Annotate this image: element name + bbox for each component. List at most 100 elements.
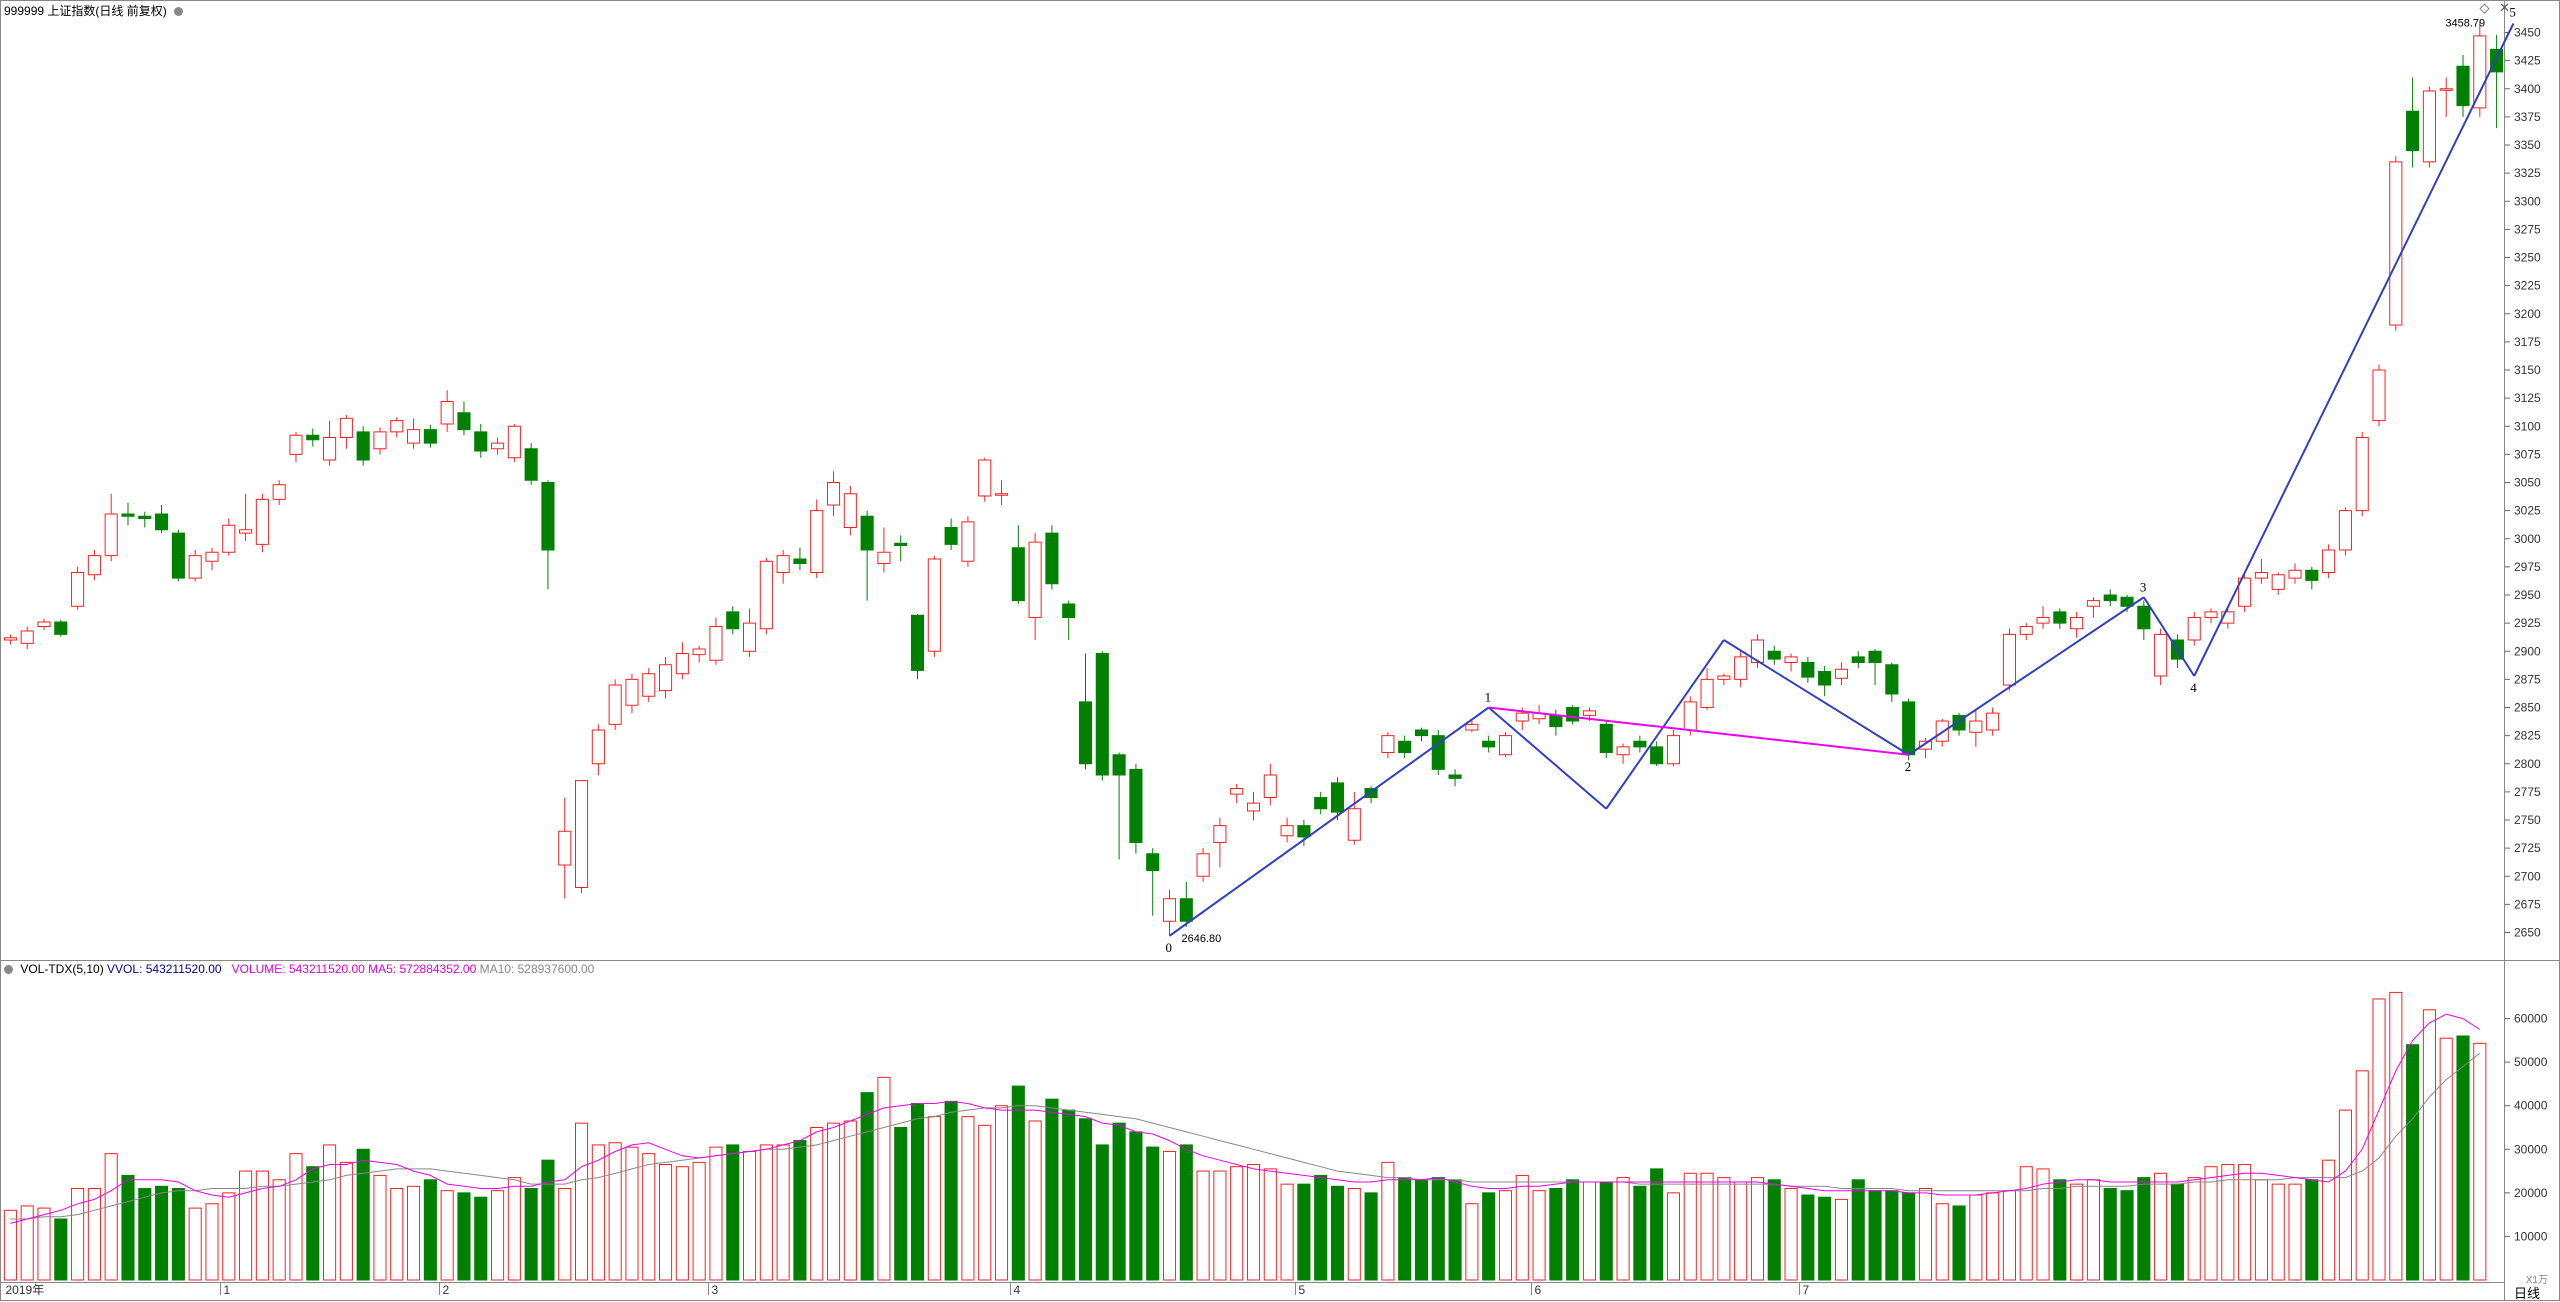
- volume-bar: [155, 1185, 169, 1281]
- close-icon[interactable]: ✕: [2499, 0, 2510, 15]
- volume-bar: [474, 1196, 488, 1281]
- candle-body: [1078, 701, 1093, 765]
- candle-body: [1784, 656, 1798, 663]
- volume-bar: [1986, 1192, 2000, 1281]
- price-tick-label: 3100: [2514, 419, 2541, 433]
- volume-bar: [742, 1150, 757, 1281]
- candle-body: [759, 560, 773, 630]
- candle-body: [2288, 569, 2302, 579]
- candle-body: [474, 431, 488, 452]
- candle-body: [1045, 532, 1059, 585]
- volume-bar: [2372, 998, 2386, 1281]
- candle-body: [826, 482, 841, 506]
- volume-bar: [1297, 1183, 1311, 1281]
- volume-bar: [1498, 1190, 1513, 1281]
- volume-bar: [2120, 1190, 2134, 1281]
- volume-bar: [1162, 1150, 1177, 1281]
- info-icon[interactable]: [174, 7, 184, 17]
- volume-bar: [356, 1148, 370, 1281]
- volume-bar: [188, 1207, 202, 1281]
- candle-body: [1162, 898, 1177, 922]
- volume-bar: [1364, 1192, 1378, 1281]
- volume-bar: [171, 1188, 185, 1281]
- candle-body: [894, 542, 908, 546]
- candle-body: [1683, 701, 1697, 731]
- volume-bar: [339, 1161, 353, 1281]
- candle-body: [1650, 746, 1664, 765]
- chart-title: 999999 上证指数(日线 前复权): [4, 4, 167, 18]
- candle-body: [2322, 549, 2336, 573]
- candle-body: [1381, 735, 1395, 753]
- volume-bar: [961, 1116, 975, 1281]
- volume-bar: [793, 1140, 807, 1281]
- price-tick-label: 3025: [2514, 504, 2541, 518]
- volume-bar: [2271, 1183, 2285, 1281]
- volume-bar: [1818, 1196, 1832, 1281]
- candle-body: [1213, 825, 1227, 843]
- volume-bar: [1834, 1198, 1849, 1281]
- candle-body: [1902, 701, 1916, 756]
- candle-body: [2238, 577, 2252, 607]
- price-tick-label: 3325: [2514, 166, 2541, 180]
- volume-bar: [2439, 1037, 2453, 1281]
- price-tick-label: 3250: [2514, 251, 2541, 265]
- period-label[interactable]: 日线: [2513, 1286, 2540, 1301]
- volume-bar: [2221, 1164, 2235, 1281]
- volume-bar: [2338, 1109, 2352, 1281]
- volume-bar: [726, 1144, 740, 1281]
- candle-body: [608, 684, 622, 725]
- volume-bar: [71, 1188, 85, 1281]
- candle-body: [591, 729, 605, 765]
- candle-body: [1330, 782, 1345, 813]
- volume-header: VOL-TDX(5,10) VVOL: 543211520.00 VOLUME:…: [4, 962, 594, 976]
- price-tick-label: 2650: [2514, 926, 2541, 940]
- candle-body: [2254, 572, 2268, 579]
- volume-indicator-icon[interactable]: [4, 965, 13, 975]
- candle-body: [860, 515, 874, 551]
- volume-bar: [1801, 1194, 1815, 1281]
- candle-body: [1280, 825, 1294, 837]
- candle-body: [1179, 898, 1193, 922]
- volume-bar: [524, 1188, 538, 1281]
- diamond-icon[interactable]: ◇: [2479, 0, 2490, 15]
- candle-body: [1112, 754, 1126, 776]
- month-label: 4: [1014, 1283, 1021, 1297]
- candle-body: [20, 630, 34, 644]
- wave-label: 0: [1166, 940, 1173, 955]
- month-label: 1: [224, 1283, 231, 1297]
- chart-header: 999999 上证指数(日线 前复权): [4, 2, 184, 19]
- volume-indicator-name: VOL-TDX(5,10): [20, 962, 104, 976]
- volume-bar: [591, 1144, 605, 1281]
- candle-body: [155, 513, 169, 531]
- wave-label: 5: [2509, 5, 2516, 20]
- candle-body: [1818, 671, 1832, 686]
- volume-bar: [2002, 1190, 2016, 1281]
- price-tick-label: 2975: [2514, 560, 2541, 574]
- volume-bar: [1566, 1179, 1580, 1281]
- volume-bar: [1112, 1122, 1126, 1281]
- volume-bar: [1750, 1177, 1765, 1281]
- extreme-price-label: 2646.80: [1182, 933, 1222, 945]
- volume-tick-label: 40000: [2514, 1099, 2548, 1113]
- price-tick-label: 2825: [2514, 729, 2541, 743]
- candle-body: [423, 429, 437, 444]
- candle-body: [71, 572, 85, 607]
- price-tick-label: 3175: [2514, 335, 2541, 349]
- volume-bar: [776, 1144, 790, 1281]
- candle-body: [1246, 802, 1261, 812]
- volume-bar: [675, 1166, 689, 1281]
- window-controls: ◇ ✕: [2473, 0, 2510, 16]
- volume-bar: [54, 1218, 68, 1281]
- candle-body: [1666, 735, 1681, 765]
- candle-body: [944, 527, 958, 545]
- candle-body: [742, 622, 757, 652]
- volume-bar: [306, 1166, 320, 1281]
- volume-bar: [658, 1164, 673, 1281]
- volume-bar: [121, 1174, 135, 1281]
- candle-body: [1498, 735, 1513, 756]
- candle-body: [272, 484, 286, 500]
- candle-body: [1414, 729, 1429, 737]
- candle-body: [37, 621, 51, 627]
- ma5-line: [10, 1013, 2481, 1224]
